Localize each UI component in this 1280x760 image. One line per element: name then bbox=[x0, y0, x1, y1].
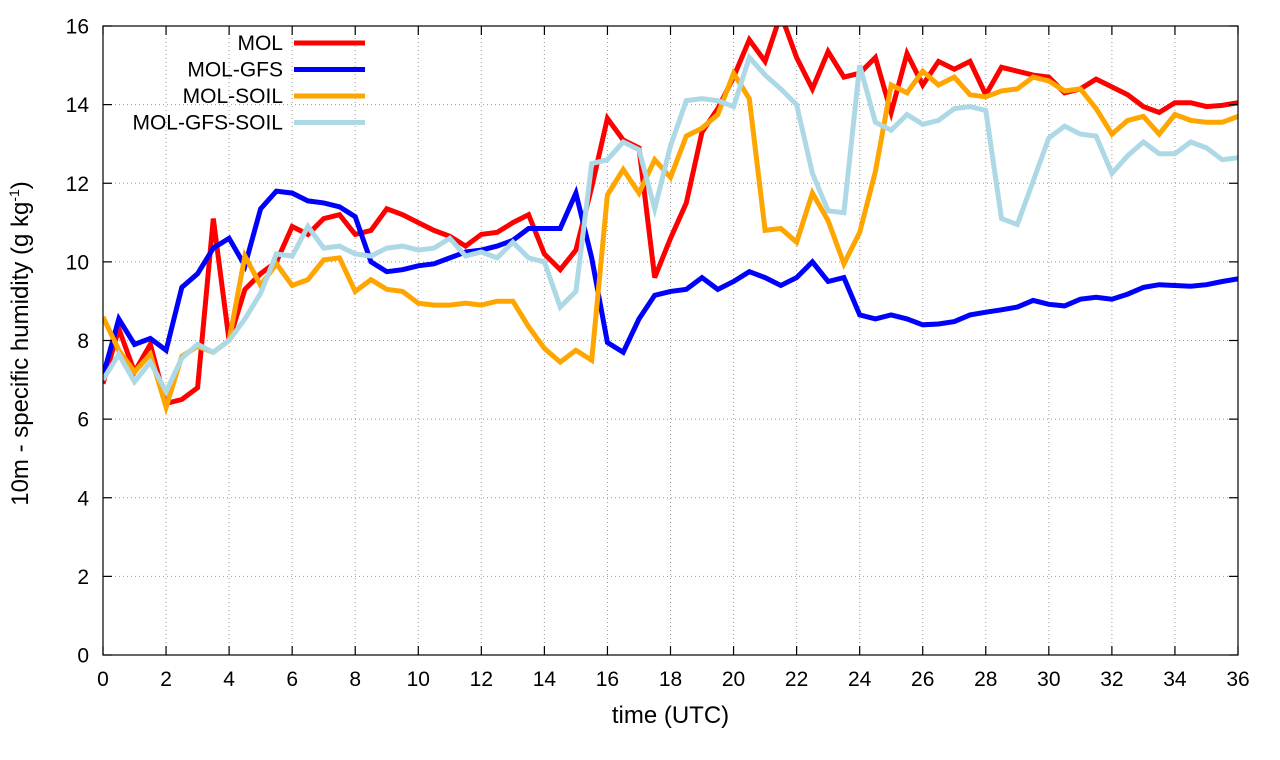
y-tick-label: 14 bbox=[66, 94, 90, 117]
series-line-mol bbox=[103, 26, 1238, 407]
legend-label-mol-soil: MOL-SOIL bbox=[183, 85, 283, 108]
series-line-mol-gfs-soil bbox=[103, 52, 1238, 398]
x-tick-label: 6 bbox=[286, 668, 298, 691]
legend: MOL MOL-GFS MOL-SOIL MOL-GFS-SOIL bbox=[132, 32, 365, 135]
y-tick-label: 8 bbox=[77, 330, 89, 353]
x-tick-label: 26 bbox=[911, 668, 934, 691]
legend-label-mol-gfs-soil: MOL-GFS-SOIL bbox=[132, 112, 283, 135]
series-lines bbox=[103, 26, 1238, 416]
x-tick-label: 18 bbox=[659, 668, 682, 691]
series-line-mol-gfs bbox=[103, 185, 1238, 377]
x-tick-label: 30 bbox=[1037, 668, 1060, 691]
x-tick-label: 22 bbox=[785, 668, 808, 691]
x-tick-label: 12 bbox=[470, 668, 493, 691]
x-tick-labels: 0 2 4 6 8 10 12 14 16 18 20 22 24 26 28 30 32 34 36 bbox=[97, 668, 1250, 691]
x-tick-label: 0 bbox=[97, 668, 109, 691]
x-tick-label: 8 bbox=[349, 668, 361, 691]
series-line-mol-soil bbox=[103, 67, 1238, 416]
y-tick-label: 4 bbox=[77, 487, 89, 510]
y-tick-label: 2 bbox=[77, 566, 89, 589]
x-tick-label: 2 bbox=[160, 668, 172, 691]
y-axis-title-main: 10m - specific humidity (g kg bbox=[7, 202, 34, 506]
tick-marks bbox=[102, 25, 1239, 656]
y-tick-label: 12 bbox=[66, 173, 89, 196]
x-tick-label: 32 bbox=[1100, 668, 1123, 691]
x-tick-label: 4 bbox=[223, 668, 235, 691]
y-tick-label: 0 bbox=[77, 645, 89, 668]
y-tick-labels: 0 2 4 6 8 10 12 14 16 bbox=[66, 16, 90, 668]
x-tick-label: 16 bbox=[596, 668, 619, 691]
legend-label-mol-gfs: MOL-GFS bbox=[187, 59, 283, 82]
x-tick-label: 34 bbox=[1163, 668, 1187, 691]
x-tick-label: 24 bbox=[848, 668, 872, 691]
y-axis-title-sup: -1 bbox=[6, 189, 22, 202]
y-tick-label: 16 bbox=[66, 16, 89, 39]
x-axis-title: time (UTC) bbox=[612, 702, 729, 729]
x-tick-label: 36 bbox=[1226, 668, 1249, 691]
legend-label-mol: MOL bbox=[237, 32, 283, 55]
x-tick-label: 28 bbox=[974, 668, 997, 691]
y-axis-title-close: ) bbox=[7, 181, 34, 189]
x-tick-label: 20 bbox=[722, 668, 745, 691]
y-tick-label: 6 bbox=[77, 409, 89, 432]
y-tick-label: 10 bbox=[66, 251, 89, 274]
y-axis-title: 10m - specific humidity (g kg-1) bbox=[6, 181, 34, 506]
x-tick-label: 14 bbox=[533, 668, 557, 691]
x-tick-label: 10 bbox=[407, 668, 430, 691]
